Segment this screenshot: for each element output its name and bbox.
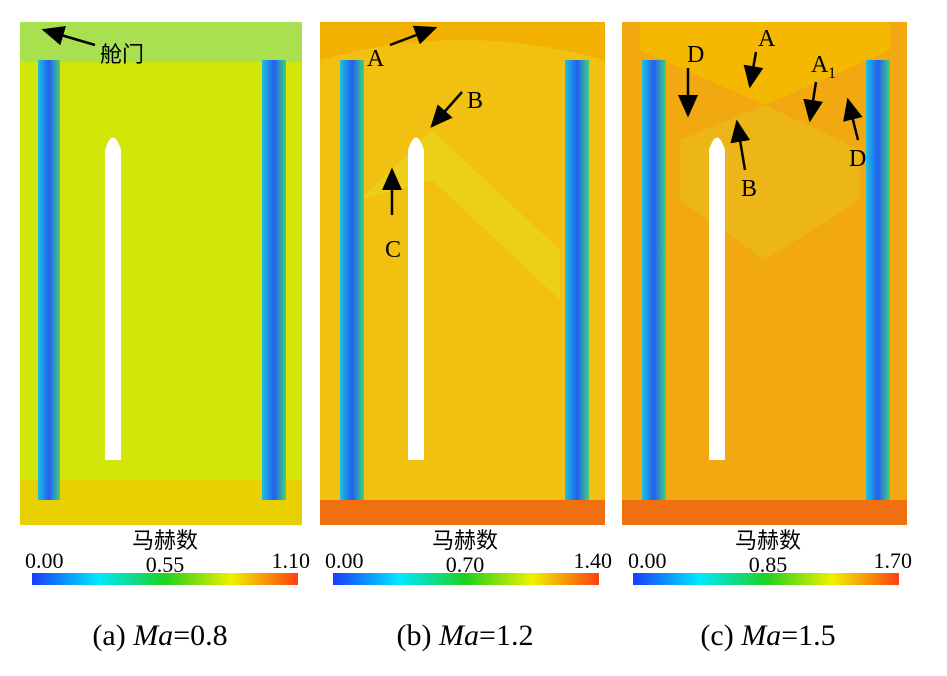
svg-text:1.10: 1.10	[272, 548, 311, 573]
caption-b: (b) Ma=1.2	[397, 619, 534, 652]
left-wall-flow	[340, 60, 364, 500]
svg-text:0.00: 0.00	[325, 548, 364, 573]
panel-b: A B C	[320, 22, 605, 525]
left-wall-flow	[38, 60, 60, 500]
svg-text:0.00: 0.00	[25, 548, 64, 573]
colorbar-b: 马赫数 0.00 0.70 1.40	[325, 529, 612, 585]
caption-c: (c) Ma=1.5	[700, 619, 835, 652]
annotation-b: B	[467, 88, 483, 114]
annotation-a: A	[758, 26, 776, 52]
colorbar-a: 马赫数 0.00 0.55 1.10	[25, 529, 310, 585]
svg-text:0.85: 0.85	[749, 552, 788, 577]
arrow-icon	[430, 91, 463, 128]
missile-body	[105, 137, 121, 460]
svg-text:1.40: 1.40	[574, 548, 613, 573]
right-wall-flow	[866, 60, 890, 500]
annotation-b: B	[741, 176, 757, 202]
right-wall-flow	[565, 60, 589, 500]
left-wall-flow	[642, 60, 666, 500]
svg-text:马赫数: 马赫数	[432, 529, 498, 554]
arrow-icon	[743, 51, 764, 89]
arrow-icon	[803, 81, 823, 123]
colorbar-gradient	[333, 573, 599, 585]
annotation-a1: A	[811, 52, 829, 78]
arrow-icon	[389, 25, 438, 47]
svg-text:马赫数: 马赫数	[132, 529, 198, 554]
caption-a: (a) Ma=0.8	[92, 619, 227, 652]
svg-text:0.00: 0.00	[628, 548, 667, 573]
annotation-a: A	[367, 46, 385, 72]
annotation-hatch: 舱门	[100, 43, 144, 68]
svg-text:1.70: 1.70	[874, 548, 913, 573]
missile-body	[408, 137, 424, 460]
panel-a: 舱门	[20, 22, 302, 525]
svg-text:0.70: 0.70	[446, 552, 485, 577]
annotation-d: D	[687, 42, 704, 68]
right-wall-flow	[262, 60, 286, 500]
annotation-c: C	[385, 237, 401, 263]
annotation-d: D	[849, 146, 866, 172]
colorbar-gradient	[633, 573, 899, 585]
missile-body	[709, 137, 725, 460]
contour-field	[20, 22, 302, 525]
annotation-a1-subscript: 1	[828, 65, 836, 82]
svg-text:0.55: 0.55	[146, 552, 185, 577]
colorbar-gradient	[32, 573, 298, 585]
arrow-icon	[41, 26, 96, 47]
colorbar-c: 马赫数 0.00 0.85 1.70	[628, 529, 912, 585]
arrow-icon	[843, 97, 863, 141]
arrow-icon	[730, 119, 751, 171]
svg-text:马赫数: 马赫数	[735, 529, 801, 554]
panel-c: D A A 1 D B	[622, 22, 907, 525]
